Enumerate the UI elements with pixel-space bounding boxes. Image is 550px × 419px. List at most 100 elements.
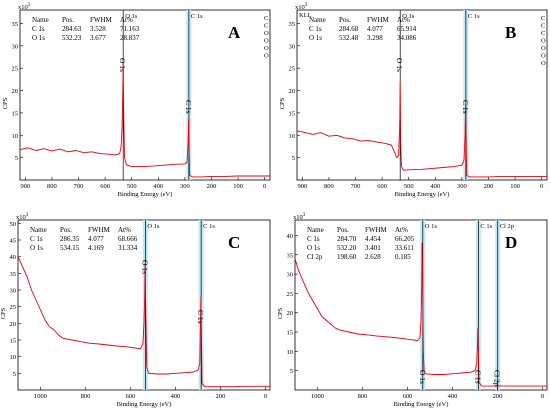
x-tick-label: 900: [297, 183, 307, 190]
table-cell: 2.628: [365, 253, 381, 261]
y-tick-label: 30: [10, 288, 17, 295]
table-cell: 532.20: [337, 244, 357, 252]
y-exponent-label: x103: [293, 213, 306, 221]
y-tick-label: 5: [13, 371, 16, 378]
y-tick-label: 30: [12, 43, 19, 50]
chart-panel-d: O 1s C 1s Cl 2pO 1s C 1s Cl 2p51015202530354…: [277, 213, 548, 408]
table-cell: C 1s: [307, 235, 320, 243]
table-cell: 34.086: [397, 34, 417, 42]
table-cell: 534.15: [60, 244, 80, 252]
y-tick-label: 25: [12, 66, 19, 73]
auger-label: KLL: [299, 12, 312, 19]
y-tick-label: 40: [10, 254, 17, 261]
x-axis-title: Binding Energy (eV): [395, 191, 450, 198]
x-tick-label: 500: [404, 183, 414, 190]
y-tick-label: 20: [12, 88, 19, 95]
spectrum-line: [17, 256, 270, 388]
y-tick-label: 15: [289, 110, 296, 117]
x-tick-label: 400: [171, 393, 181, 400]
peak-top-label: C 1s: [203, 223, 215, 230]
x-tick-label: 700: [351, 183, 361, 190]
edge-label: C: [541, 30, 545, 37]
x-tick-label: 600: [126, 393, 136, 400]
edge-label: O: [541, 53, 546, 60]
edge-label: C: [541, 15, 545, 22]
x-tick-label: 800: [358, 393, 368, 400]
y-axis-title: CPS: [279, 97, 286, 109]
table-cell: 33.611: [395, 244, 414, 252]
y-tick-label: 25: [289, 66, 296, 73]
edge-label: O: [541, 45, 546, 52]
panel-letter: A: [228, 23, 241, 42]
plot-frame: [19, 9, 271, 181]
table-header-cell: Name: [309, 16, 326, 24]
x-tick-label: 400: [153, 183, 163, 190]
table-cell: 31.334: [118, 244, 138, 252]
y-tick-label: 20: [10, 321, 17, 328]
x-tick-label: 0: [541, 393, 544, 400]
y-tick-label: 50: [10, 221, 17, 228]
table-header-cell: Pos.: [62, 16, 74, 24]
y-tick-label: 35: [287, 252, 294, 259]
table-cell: 4.169: [88, 244, 104, 252]
table-cell: C 1s: [309, 25, 322, 33]
x-tick-label: 700: [74, 183, 84, 190]
y-tick-label: 20: [287, 310, 294, 317]
table-cell: C 1s: [30, 235, 43, 243]
x-tick-label: 400: [430, 183, 440, 190]
y-tick-label: 10: [10, 354, 17, 361]
peak-top-label: C 1s: [468, 13, 480, 20]
y-tick-label: 20: [289, 88, 296, 95]
table-header-cell: FWHM: [365, 226, 388, 234]
x-tick-label: 0: [540, 183, 543, 190]
x-tick-label: 600: [100, 183, 110, 190]
y-axis-title: CPS: [0, 307, 7, 319]
table-cell: O 1s: [309, 34, 322, 42]
table-cell: Cl 2p: [307, 253, 323, 261]
table-header-cell: Pos.: [337, 226, 349, 234]
edge-label: O: [264, 38, 269, 45]
x-tick-label: 500: [127, 183, 137, 190]
y-tick-label: 5: [15, 155, 18, 162]
table-cell: 4.454: [365, 235, 381, 243]
x-tick-label: 800: [324, 183, 334, 190]
y-exponent-label: x103: [16, 213, 29, 221]
x-tick-label: 200: [216, 393, 226, 400]
table-cell: C 1s: [32, 25, 45, 33]
table-cell: 3.528: [90, 25, 106, 33]
edge-label: O: [541, 38, 546, 45]
edge-label: O: [264, 45, 269, 52]
table-cell: 286.35: [60, 235, 80, 243]
peak-axis-label: O 1s: [418, 370, 427, 384]
peak-axis-label: O 1s: [395, 58, 404, 72]
peak-top-label: O 1s: [125, 13, 138, 20]
table-header-cell: Pos.: [339, 16, 351, 24]
peak-axis-label: C 1s: [184, 100, 193, 114]
table-header-cell: At%: [395, 226, 408, 234]
peak-top-label: C 1s: [191, 13, 203, 20]
table-header-cell: Name: [307, 226, 324, 234]
x-tick-label: 900: [20, 183, 30, 190]
spectrum-line: [294, 242, 547, 387]
x-tick-label: 100: [233, 183, 243, 190]
y-tick-label: 40: [287, 233, 294, 240]
y-tick-label: 10: [12, 133, 19, 140]
peak-axis-label: O 1s: [118, 58, 127, 72]
table-cell: 284.63: [62, 25, 82, 33]
y-tick-label: 15: [10, 338, 17, 345]
y-axis-title: CPS: [277, 307, 284, 319]
edge-label: C: [541, 23, 545, 30]
y-tick-label: 15: [287, 330, 294, 337]
table-cell: 71.163: [120, 25, 140, 33]
y-tick-label: 35: [12, 21, 19, 28]
x-tick-label: 400: [448, 393, 458, 400]
y-tick-label: 45: [10, 238, 17, 245]
table-cell: 198.60: [337, 253, 357, 261]
spectrum-line: [19, 58, 270, 178]
peak-top-label: O 1s: [147, 223, 160, 230]
table-header-cell: Name: [32, 16, 49, 24]
table-cell: 4.077: [367, 25, 383, 33]
y-tick-label: 5: [290, 368, 293, 375]
spectrum-line: [296, 81, 547, 178]
